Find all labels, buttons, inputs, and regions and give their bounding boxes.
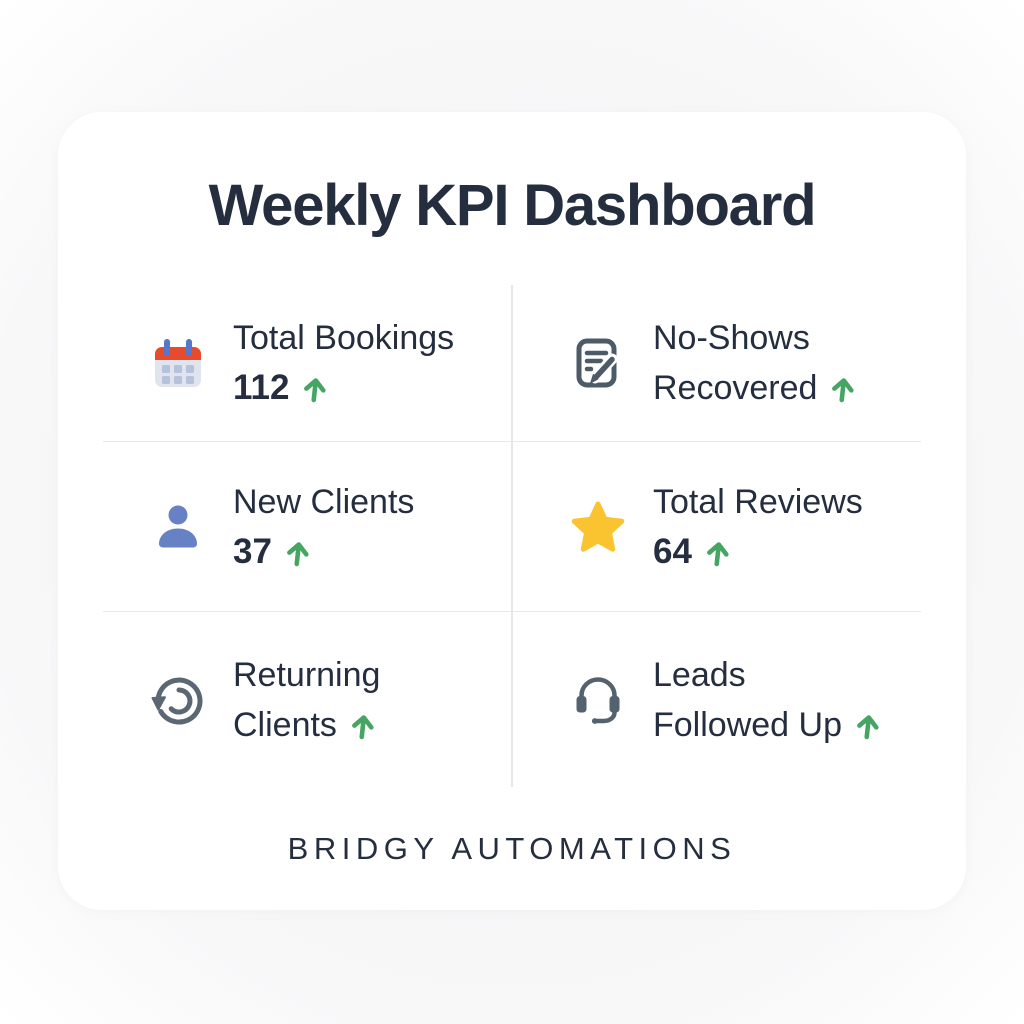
kpi-grid: Total Bookings 112: [103, 285, 921, 787]
kpi-value: 112: [233, 368, 290, 407]
kpi-text: New Clients 37: [233, 477, 414, 577]
brand-name: BRIDGY AUTOMATIONS: [287, 830, 737, 866]
kpi-text: Total Reviews 64: [653, 477, 863, 577]
kpi-text: Returning Clients: [233, 650, 380, 750]
headset-icon: [570, 672, 626, 728]
footer-wrap: BRIDGY AUTOMATIONS: [58, 787, 966, 910]
person-icon: [150, 499, 206, 555]
kpi-returning-clients: Returning Clients: [103, 612, 512, 787]
kpi-new-clients: New Clients 37: [103, 442, 512, 612]
kpi-text: Leads Followed Up: [653, 650, 881, 750]
kpi-value-row: Followed Up: [653, 700, 881, 750]
kpi-no-shows-recovered: No-Shows Recovered: [512, 285, 921, 442]
trend-up-icon: [348, 710, 377, 741]
kpi-leads-followed-up: Leads Followed Up: [512, 612, 921, 787]
kpi-value: 37: [233, 531, 272, 571]
kpi-label-line2: Clients: [233, 705, 337, 744]
trend-up-icon: [829, 374, 858, 405]
kpi-text: Total Bookings 112: [233, 313, 454, 413]
kpi-text: No-Shows Recovered: [653, 313, 856, 413]
kpi-label-line2: Followed Up: [653, 705, 842, 744]
page-title: Weekly KPI Dashboard: [208, 173, 817, 238]
kpi-label-line2: Recovered: [653, 369, 818, 407]
kpi-value: 64: [653, 531, 692, 571]
trend-up-icon: [283, 537, 312, 568]
kpi-label: No-Shows: [653, 319, 810, 357]
kpi-total-bookings: Total Bookings 112: [103, 285, 512, 442]
kpi-label: Returning: [233, 655, 381, 694]
kpi-label: Total Bookings: [233, 319, 455, 357]
trend-up-icon: [703, 537, 732, 568]
kpi-value-row: 64: [653, 527, 863, 577]
history-icon: [150, 672, 206, 728]
kpi-value-row: 112: [233, 363, 454, 413]
calendar-icon: [150, 335, 206, 391]
kpi-dashboard-card: Weekly KPI Dashboard Tota: [58, 112, 966, 910]
title-wrap: Weekly KPI Dashboard: [58, 112, 966, 285]
kpi-value-row: 37: [233, 527, 414, 577]
kpi-total-reviews: Total Reviews 64: [512, 442, 921, 612]
kpi-value-row: Clients: [233, 700, 380, 750]
document-check-icon: [570, 335, 626, 391]
trend-up-icon: [301, 374, 330, 405]
star-icon: [570, 499, 626, 555]
kpi-label: Leads: [653, 655, 746, 694]
kpi-label: New Clients: [233, 482, 415, 521]
trend-up-icon: [853, 710, 882, 741]
kpi-label: Total Reviews: [653, 482, 863, 521]
kpi-value-row: Recovered: [653, 363, 856, 413]
